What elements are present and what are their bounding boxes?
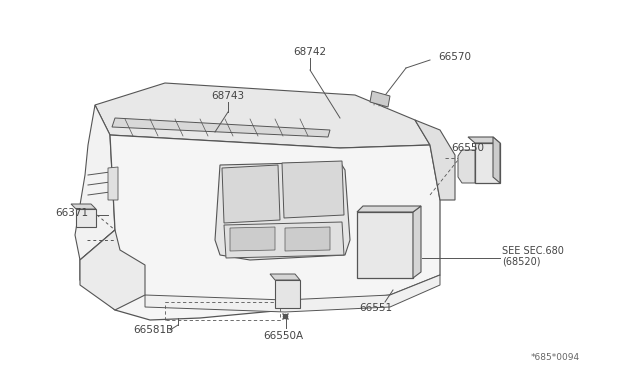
Polygon shape <box>145 275 440 312</box>
Polygon shape <box>475 143 500 183</box>
Polygon shape <box>75 105 115 260</box>
Text: 66581B: 66581B <box>133 325 173 335</box>
Text: 66550A: 66550A <box>263 331 303 341</box>
Polygon shape <box>370 91 390 107</box>
Polygon shape <box>357 212 413 278</box>
Polygon shape <box>413 206 421 278</box>
Text: 68743: 68743 <box>211 91 244 101</box>
Text: 66550: 66550 <box>451 143 484 153</box>
Polygon shape <box>215 162 350 260</box>
Polygon shape <box>222 165 280 223</box>
Polygon shape <box>468 137 500 143</box>
Polygon shape <box>415 120 455 200</box>
Polygon shape <box>224 222 344 258</box>
Text: 66551: 66551 <box>360 303 392 313</box>
Text: 66570: 66570 <box>438 52 472 62</box>
Polygon shape <box>71 204 96 209</box>
Polygon shape <box>275 280 300 308</box>
Polygon shape <box>282 161 344 218</box>
Text: SEE SEC.680: SEE SEC.680 <box>502 246 564 256</box>
Polygon shape <box>230 227 275 251</box>
Polygon shape <box>80 230 145 310</box>
Polygon shape <box>357 206 421 212</box>
Polygon shape <box>112 118 330 137</box>
Polygon shape <box>270 274 300 280</box>
Text: *685*0094: *685*0094 <box>531 353 580 362</box>
Polygon shape <box>95 83 430 148</box>
Polygon shape <box>458 150 475 183</box>
Polygon shape <box>493 137 500 183</box>
Polygon shape <box>76 209 96 227</box>
Polygon shape <box>285 227 330 251</box>
Polygon shape <box>80 135 440 320</box>
Text: 68742: 68742 <box>293 47 326 57</box>
Text: 66371: 66371 <box>56 208 88 218</box>
Polygon shape <box>108 167 118 200</box>
Text: (68520): (68520) <box>502 257 541 267</box>
